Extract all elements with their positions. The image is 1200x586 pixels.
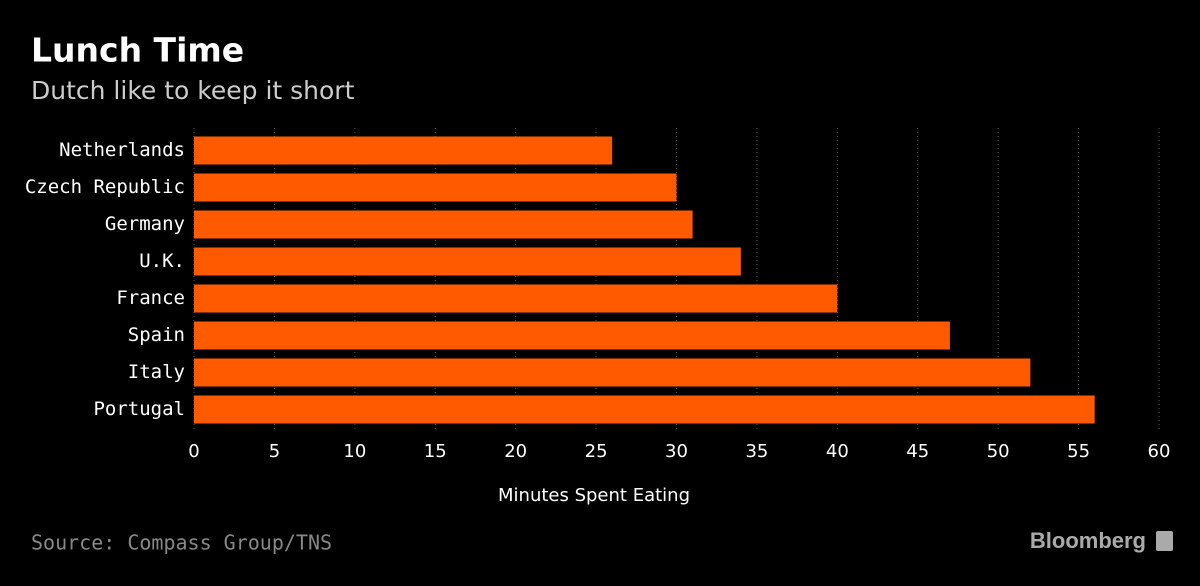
y-tick-label: Spain [128,324,185,346]
y-tick-label: Portugal [93,398,185,420]
y-tick-label: France [116,287,185,309]
chart-subtitle: Dutch like to keep it short [31,76,355,105]
y-tick-label: Germany [105,213,185,235]
source-note: Source: Compass Group/TNS [31,531,332,555]
bar [194,173,677,202]
x-tick-label: 40 [826,441,849,462]
bar [194,210,693,239]
y-tick-label: Italy [128,361,185,383]
x-tick-label: 5 [269,441,280,462]
bar [194,284,838,313]
x-axis-label: Minutes Spent Eating [498,485,690,506]
x-tick-label: 25 [585,441,608,462]
x-tick-label: 45 [906,441,929,462]
x-tick-label: 50 [987,441,1010,462]
brand-logo: Bloomberg [1030,528,1146,553]
brand-icon [1156,531,1173,551]
bar [194,136,613,165]
bar [194,395,1095,424]
x-tick-label: 55 [1067,441,1090,462]
bar [194,321,950,350]
x-tick-label: 0 [188,441,199,462]
x-tick-label: 60 [1148,441,1171,462]
bar [194,247,741,276]
y-tick-label: Netherlands [59,139,185,161]
x-tick-label: 20 [504,441,527,462]
y-tick-label: Czech Republic [25,176,185,198]
x-tick-label: 30 [665,441,688,462]
y-tick-label: U.K. [139,250,185,272]
chart-title: Lunch Time [31,31,244,70]
x-tick-label: 10 [343,441,366,462]
x-tick-label: 15 [424,441,447,462]
bar [194,358,1031,387]
x-tick-label: 35 [745,441,768,462]
